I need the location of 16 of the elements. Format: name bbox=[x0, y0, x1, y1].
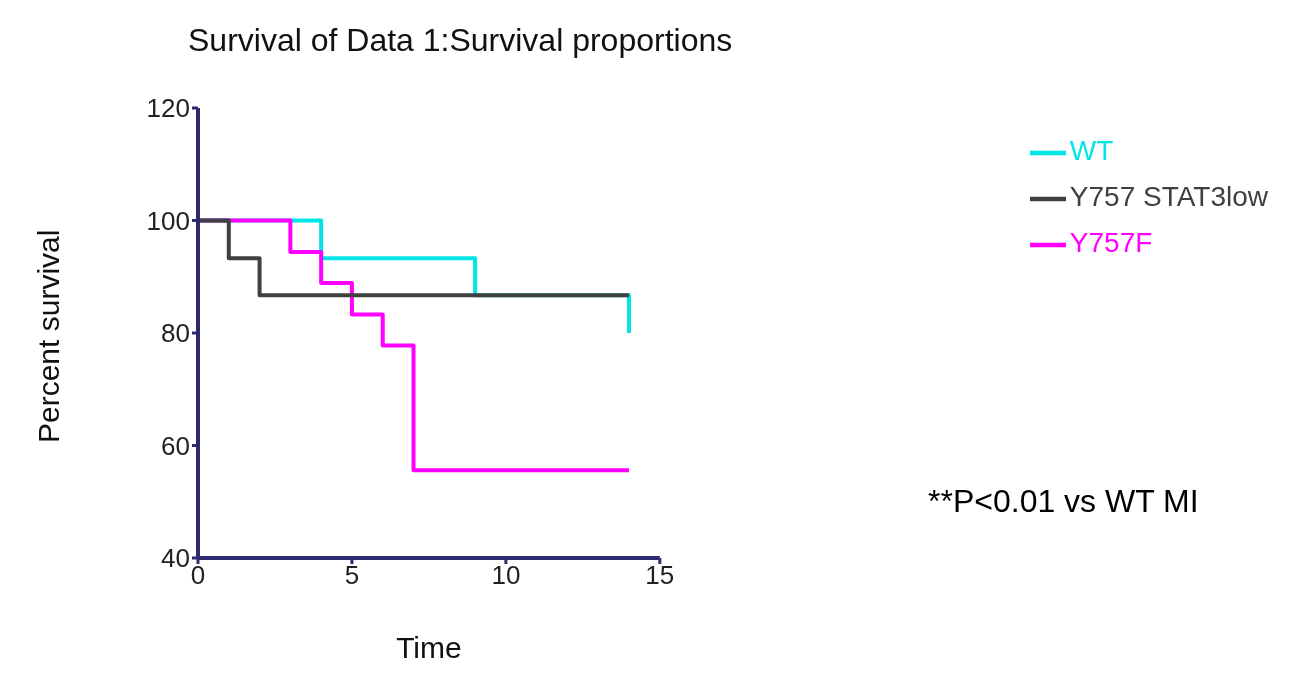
legend-label: Y757 STAT3low bbox=[1069, 181, 1268, 212]
y-tick-label: 60 bbox=[161, 430, 190, 461]
legend-label: WT bbox=[1069, 135, 1114, 166]
x-tick-label: 15 bbox=[645, 560, 675, 591]
legend-label: Y757F bbox=[1069, 227, 1153, 258]
x-tick-label: 5 bbox=[344, 560, 360, 591]
x-axis-title: Time bbox=[396, 631, 462, 664]
y-tick-label: 80 bbox=[161, 318, 190, 349]
x-tick-label: 10 bbox=[491, 560, 521, 591]
text: **P<0.01 vs WT MI bbox=[928, 483, 1199, 520]
y-axis-title: Percent survival bbox=[31, 229, 65, 443]
y-tick-label: 100 bbox=[146, 205, 190, 236]
y-tick-label: 120 bbox=[146, 93, 190, 124]
chart-title: Survival of Data 1:Survival proportions bbox=[188, 22, 733, 59]
x-tick-label: 0 bbox=[190, 560, 206, 591]
y-tick-label: 40 bbox=[161, 543, 190, 574]
